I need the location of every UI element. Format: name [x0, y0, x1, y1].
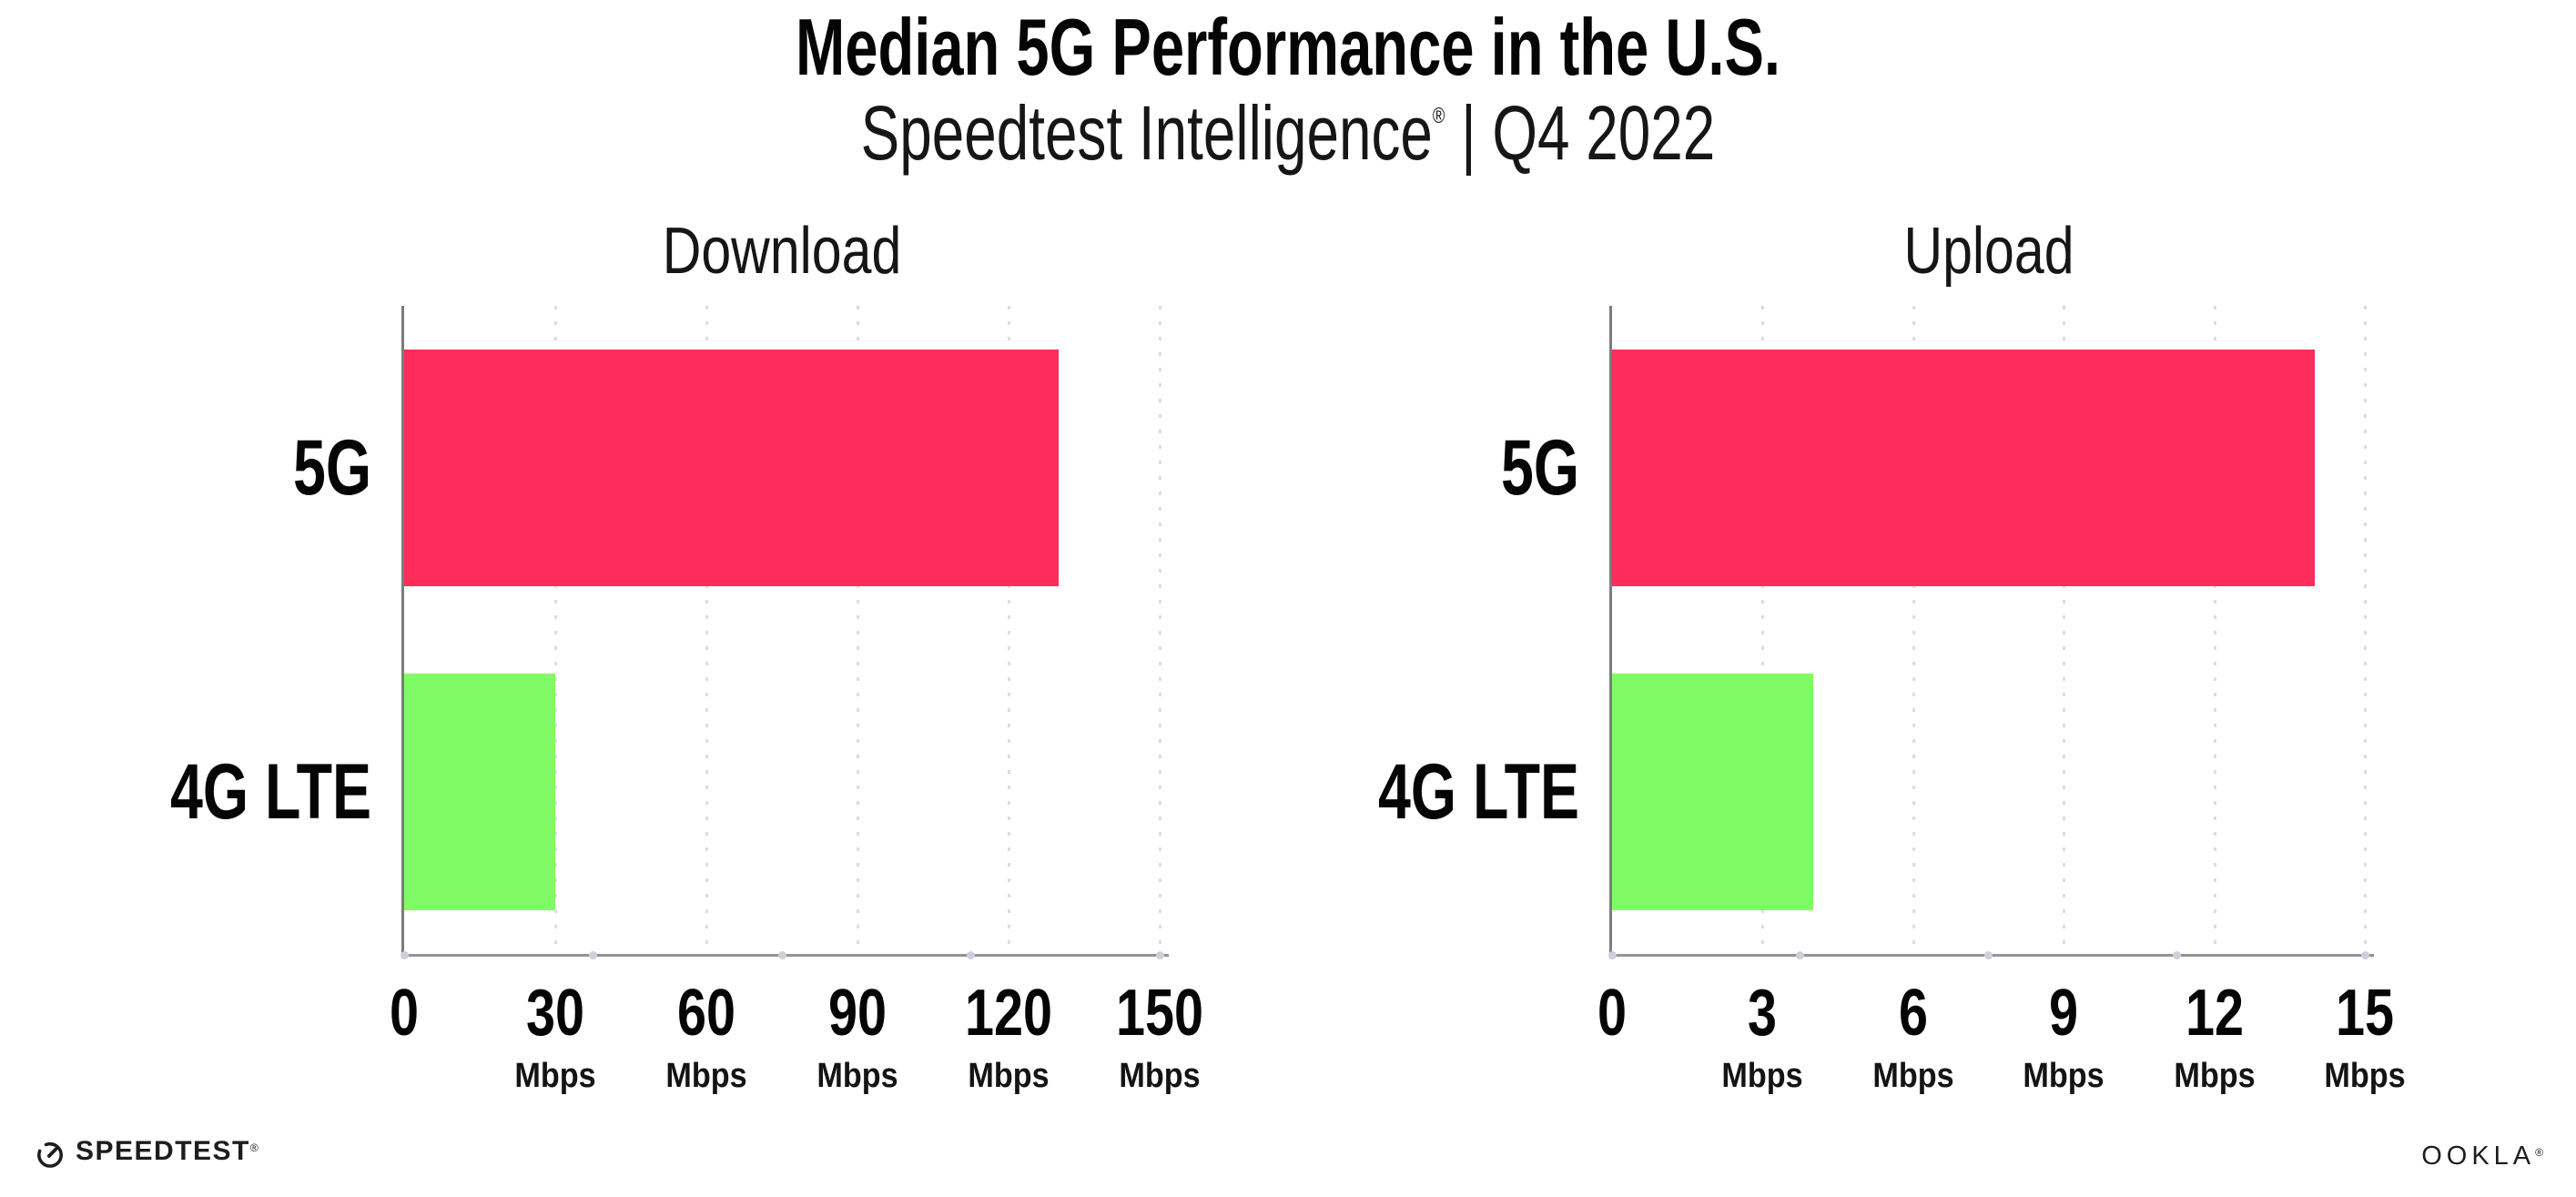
tick-label: 150: [1115, 977, 1204, 1050]
speedtest-gauge-icon: [37, 1141, 63, 1168]
tick-unit-label: Mbps: [1721, 1057, 1804, 1095]
gridline: [1008, 306, 1010, 954]
speedtest-logo: SPEEDTEST®: [35, 1136, 259, 1172]
tick-unit-label: Mbps: [2173, 1057, 2256, 1095]
tick-unit-label: Mbps: [968, 1057, 1050, 1095]
page-title: Median 5G Performance in the U.S.: [796, 2, 1780, 92]
axis-tick-dot: [1607, 951, 1617, 959]
tick-label: 60: [676, 977, 736, 1050]
tick-label: 0: [389, 977, 420, 1050]
tick-unit-label: Mbps: [2023, 1057, 2104, 1095]
ookla-label: OOKLA: [2421, 1141, 2536, 1171]
ookla-logo: OOKLA®: [2421, 1141, 2543, 1175]
tick-label: 90: [827, 977, 887, 1050]
axis-tick-dot: [1984, 951, 1993, 959]
tick-label: 9: [2049, 977, 2079, 1050]
axis-tick-dot: [1155, 951, 1164, 959]
axis-tick-dot: [2360, 951, 2369, 959]
registered-trademark-symbol: ®: [1432, 104, 1445, 128]
category-label: 5G: [292, 424, 371, 512]
y-axis: [401, 306, 404, 957]
axis-tick-dot: [589, 951, 597, 959]
axis-tick-dot: [1796, 951, 1805, 959]
chart-title-download: Download: [662, 215, 902, 288]
gridline: [2063, 306, 2066, 954]
speedtest-wordmark: SPEEDTEST®: [76, 1136, 259, 1172]
y-axis: [1609, 306, 1612, 957]
axis-tick-dot: [777, 951, 786, 959]
tick-label: 3: [1748, 977, 1778, 1050]
tick-label: 30: [525, 977, 585, 1050]
chart-title-upload: Upload: [1902, 215, 2074, 288]
tick-label: 12: [2185, 977, 2244, 1050]
gridline: [554, 306, 557, 954]
category-label: 5G: [1500, 424, 1579, 512]
gridline: [705, 306, 708, 954]
axis-tick-dot: [967, 951, 975, 959]
axis-tick-dot: [2172, 951, 2181, 959]
ookla-trademark-symbol: ®: [2535, 1146, 2543, 1159]
gridline: [2364, 306, 2367, 954]
gridline: [1912, 306, 1915, 954]
gridline: [2213, 306, 2216, 954]
speedtest-label: SPEEDTEST: [76, 1136, 250, 1166]
gridline: [1761, 306, 1765, 954]
bar-5g: [1612, 350, 2315, 586]
gridline: [857, 306, 859, 954]
gridline: [1159, 306, 1161, 954]
subtitle-period: | Q4 2022: [1445, 90, 1716, 176]
tick-unit-label: Mbps: [1119, 1057, 1201, 1095]
category-label: 4G LTE: [169, 748, 371, 836]
tick-label: 6: [1898, 977, 1928, 1050]
subtitle-product: Speedtest Intelligence: [860, 90, 1433, 176]
bar-4g-lte: [404, 674, 555, 910]
tick-unit-label: Mbps: [514, 1057, 596, 1095]
page-subtitle: Speedtest Intelligence® | Q4 2022: [309, 87, 2267, 198]
tick-unit-label: Mbps: [665, 1057, 747, 1095]
axis-tick-dot: [400, 951, 409, 959]
tick-unit-label: Mbps: [816, 1057, 898, 1095]
tick-label: 15: [2335, 977, 2395, 1050]
category-label: 4G LTE: [1377, 748, 1579, 836]
tick-unit-label: Mbps: [1872, 1057, 1954, 1095]
bar-5g: [404, 350, 1060, 586]
speedtest-trademark-symbol: ®: [249, 1141, 259, 1154]
tick-label: 120: [964, 977, 1053, 1050]
tick-label: 0: [1597, 977, 1628, 1050]
tick-unit-label: Mbps: [2324, 1057, 2406, 1095]
bar-4g-lte: [1612, 674, 1813, 910]
